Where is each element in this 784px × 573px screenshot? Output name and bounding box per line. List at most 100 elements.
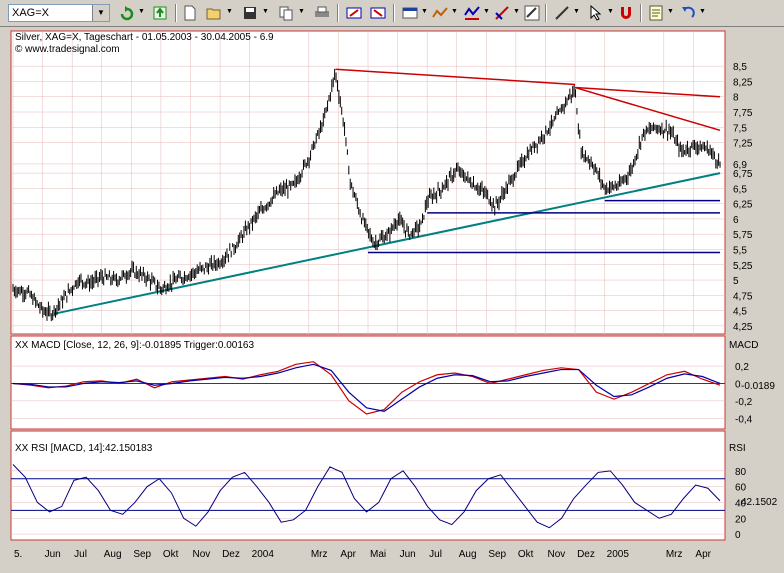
rsi-y-tick-label: 80 bbox=[735, 467, 747, 478]
rsi-series-line bbox=[12, 464, 721, 529]
x-tick-label: Dez bbox=[222, 549, 240, 560]
dropdown-arrow-icon[interactable]: ▼ bbox=[607, 8, 614, 15]
price-chart-source: © www.tradesignal.com bbox=[15, 44, 120, 55]
chart-type-icon[interactable] bbox=[462, 3, 482, 23]
dropdown-arrow-icon[interactable]: ▼ bbox=[573, 8, 580, 15]
price-y-tick-label: 4,5 bbox=[733, 307, 747, 318]
x-axis: 5. Jun Jul Aug Sep Okt Nov Dez 2004 Mrz Apr Mai Jun J… bbox=[14, 549, 712, 560]
x-tick-label: Apr bbox=[340, 549, 356, 560]
rsi-header: XX RSI [MACD, 14]:42.150183 bbox=[15, 443, 153, 454]
x-tick-label: Mrz bbox=[666, 549, 683, 560]
chevron-down-icon[interactable]: ▼ bbox=[92, 5, 109, 21]
notes-icon[interactable] bbox=[646, 3, 666, 23]
macd-grid bbox=[11, 365, 725, 419]
price-y-tick-label: 6,5 bbox=[733, 184, 747, 195]
rsi-y-tick-label: 0 bbox=[735, 530, 741, 541]
dropdown-arrow-icon[interactable]: ▼ bbox=[262, 8, 269, 15]
x-tick-label: Jun bbox=[400, 549, 416, 560]
price-y-tick-label: 6,9 bbox=[733, 160, 747, 171]
x-tick-label: Jun bbox=[45, 549, 61, 560]
price-y-tick-label: 4,75 bbox=[733, 291, 753, 302]
price-y-tick-label: 6 bbox=[733, 215, 739, 226]
price-y-tick-label: 5,25 bbox=[733, 261, 753, 272]
x-tick-label: Aug bbox=[104, 549, 122, 560]
toolbar-separator bbox=[393, 4, 395, 22]
dropdown-arrow-icon[interactable]: ▼ bbox=[298, 8, 305, 15]
x-tick-label: 2004 bbox=[252, 549, 275, 560]
x-tick-label: Nov bbox=[193, 549, 211, 560]
open-folder-icon[interactable] bbox=[204, 3, 224, 23]
undo-icon[interactable] bbox=[678, 3, 698, 23]
macd-axis-label: MACD bbox=[729, 340, 758, 351]
macd-y-tick-label: 0 bbox=[735, 379, 741, 390]
red-arrow-left-icon[interactable] bbox=[344, 3, 364, 23]
dropdown-arrow-icon[interactable]: ▼ bbox=[451, 8, 458, 15]
toolbar-separator bbox=[640, 4, 642, 22]
window-icon[interactable] bbox=[400, 3, 420, 23]
price-y-tick-label: 5,75 bbox=[733, 230, 753, 241]
x-tick-label: 5. bbox=[14, 549, 22, 560]
symbol-value: XAG=X bbox=[12, 7, 49, 19]
red-arrow-right-icon[interactable] bbox=[368, 3, 388, 23]
rsi-y-tick-label: 60 bbox=[735, 483, 747, 494]
toolbar-separator bbox=[545, 4, 547, 22]
price-bars bbox=[12, 68, 721, 322]
macd-current-value: -0.0189 bbox=[741, 381, 775, 392]
dropdown-arrow-icon[interactable]: ▼ bbox=[226, 8, 233, 15]
print-icon[interactable] bbox=[312, 3, 332, 23]
dropdown-arrow-icon[interactable]: ▼ bbox=[667, 8, 674, 15]
indicator-icon[interactable] bbox=[430, 3, 450, 23]
x-tick-label: Okt bbox=[518, 549, 534, 560]
price-y-tick-label: 7,5 bbox=[733, 123, 747, 134]
dropdown-arrow-icon[interactable]: ▼ bbox=[699, 8, 706, 15]
x-tick-label: Jul bbox=[429, 549, 442, 560]
x-tick-label: Apr bbox=[695, 549, 711, 560]
price-y-tick-label: 6,25 bbox=[733, 200, 753, 211]
green-refresh-icon[interactable] bbox=[117, 3, 137, 23]
rsi-y-tick-label: 20 bbox=[735, 514, 747, 525]
new-document-icon[interactable] bbox=[180, 3, 200, 23]
magnet-icon[interactable] bbox=[616, 3, 636, 23]
green-arrow-icon[interactable] bbox=[150, 3, 170, 23]
line-tool-icon[interactable] bbox=[552, 3, 572, 23]
rsi-y-tick-label: 40 bbox=[735, 498, 747, 509]
drawing-icon[interactable] bbox=[492, 3, 512, 23]
resistance-line-2 bbox=[575, 86, 721, 98]
x-tick-label: 2005 bbox=[607, 549, 630, 560]
x-tick-label: Okt bbox=[163, 549, 179, 560]
price-y-tick-label: 4,25 bbox=[733, 322, 753, 333]
x-tick-label: Mrz bbox=[311, 549, 328, 560]
dropdown-arrow-icon[interactable]: ▼ bbox=[421, 8, 428, 15]
save-icon[interactable] bbox=[240, 3, 260, 23]
dropdown-arrow-icon[interactable]: ▼ bbox=[513, 8, 520, 15]
macd-y-tick-label: -0,4 bbox=[735, 414, 753, 425]
rsi-lines bbox=[12, 464, 721, 529]
price-y-axis: 8,5 8,25 8 7,75 7,5 7,25 6,96,75 6,5 6,25 6 5,75 5,… bbox=[733, 62, 753, 333]
chart-svg[interactable]: Silver, XAG=X, Tageschart - 01.05.2003 -… bbox=[0, 27, 784, 570]
copy-icon[interactable] bbox=[276, 3, 296, 23]
rsi-y-axis: 80 60 40 20 0 42.1502 bbox=[735, 467, 778, 541]
cursor-icon[interactable] bbox=[586, 3, 606, 23]
macd-y-tick-label: -0,2 bbox=[735, 397, 753, 408]
x-tick-label: Sep bbox=[488, 549, 506, 560]
toolbar-separator bbox=[175, 4, 177, 22]
dropdown-arrow-icon[interactable]: ▼ bbox=[483, 8, 490, 15]
price-chart-header: Silver, XAG=X, Tageschart - 01.05.2003 -… bbox=[15, 32, 274, 43]
support-trendline bbox=[54, 172, 721, 315]
rsi-grid bbox=[11, 470, 725, 535]
dropdown-arrow-icon[interactable]: ▼ bbox=[138, 8, 145, 15]
rsi-current-value: 42.1502 bbox=[741, 497, 778, 508]
x-tick-label: Nov bbox=[548, 549, 566, 560]
properties-icon[interactable] bbox=[522, 3, 542, 23]
resistance-line-1 bbox=[335, 68, 576, 86]
symbol-select[interactable]: XAG=X ▼ bbox=[8, 4, 110, 22]
resistance-line-3 bbox=[574, 86, 721, 132]
chart-area[interactable]: Silver, XAG=X, Tageschart - 01.05.2003 -… bbox=[0, 27, 784, 570]
price-drawn-lines bbox=[54, 68, 721, 315]
macd-y-tick-label: 0,2 bbox=[735, 362, 749, 373]
x-tick-label: Aug bbox=[459, 549, 477, 560]
price-y-tick-label: 5 bbox=[733, 276, 739, 287]
price-y-tick-label: 8,25 bbox=[733, 77, 753, 88]
price-y-tick-label: 8,5 bbox=[733, 62, 747, 73]
price-y-tick-label: 8 bbox=[733, 93, 739, 104]
